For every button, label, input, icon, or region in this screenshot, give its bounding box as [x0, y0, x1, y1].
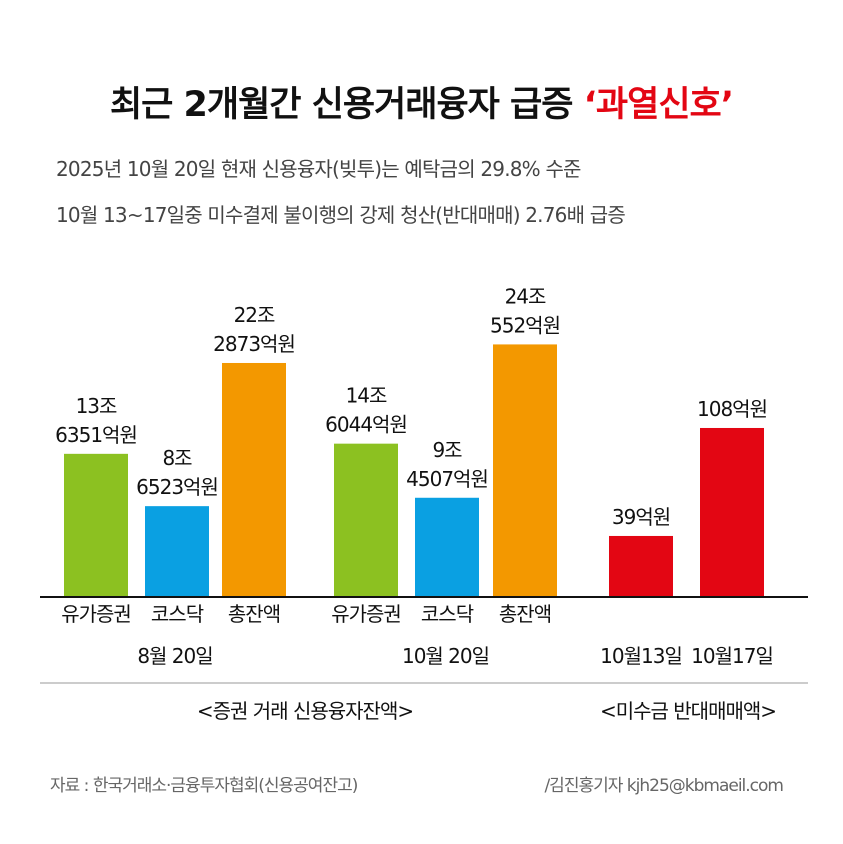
- data-label: 13조: [76, 394, 117, 418]
- title-highlight: ‘과열신호’: [583, 85, 734, 125]
- subtitle-line-1: 2025년 10월 20일 현재 신용융자(빚투)는 예탁금의 29.8% 수준: [56, 157, 581, 181]
- page-title: 최근 2개월간 신용거래융자 급증 ‘과열신호’: [0, 76, 843, 127]
- group-date-label: 8월 20일: [137, 644, 212, 668]
- data-label: 39억원: [612, 505, 670, 529]
- category-label: 유가증권: [331, 602, 401, 626]
- category-label: 10월13일: [600, 644, 682, 668]
- category-label: 코스닥: [421, 602, 474, 626]
- category-label: 총잔액: [228, 602, 280, 626]
- data-label: 4507억원: [406, 467, 488, 491]
- data-label: 108억원: [697, 397, 767, 421]
- source-note: 자료 : 한국거래소·금융투자협회(신용공여잔고): [50, 776, 358, 796]
- bar-유가증권: [334, 443, 398, 597]
- bar-총잔액: [493, 344, 557, 597]
- bar-10월13일: [609, 535, 673, 597]
- data-label: 9조: [432, 438, 462, 462]
- panel-title-credit: <증권 거래 신용융자잔액>: [197, 699, 413, 723]
- bar-코스닥: [415, 497, 479, 597]
- category-label: 코스닥: [151, 602, 204, 626]
- byline: /김진홍기자 kjh25@kbmaeil.com: [544, 776, 784, 796]
- data-label: 22조: [234, 303, 275, 327]
- data-label: 2873억원: [213, 332, 295, 356]
- data-label: 552억원: [490, 313, 560, 337]
- bar-10월17일: [700, 427, 764, 597]
- bar-총잔액: [222, 362, 286, 597]
- data-label: 6523억원: [136, 475, 218, 499]
- category-label: 10월17일: [691, 644, 773, 668]
- data-label: 24조: [505, 284, 546, 308]
- data-label: 6044억원: [325, 413, 407, 437]
- bar-유가증권: [64, 453, 128, 597]
- title-main: 최근 2개월간 신용거래융자 급증: [109, 85, 584, 125]
- subtitle-line-2: 10월 13~17일중 미수결제 불이행의 강제 청산(반대매매) 2.76배 …: [56, 203, 626, 227]
- data-label: 8조: [162, 446, 192, 470]
- data-label: 14조: [346, 384, 387, 408]
- category-label: 총잔액: [499, 602, 551, 626]
- bar-코스닥: [145, 506, 209, 597]
- group-date-label: 10월 20일: [402, 644, 489, 668]
- panel-title-forced-sale: <미수금 반대매매액>: [600, 699, 776, 723]
- category-label: 유가증권: [61, 602, 131, 626]
- data-label: 6351억원: [55, 423, 137, 447]
